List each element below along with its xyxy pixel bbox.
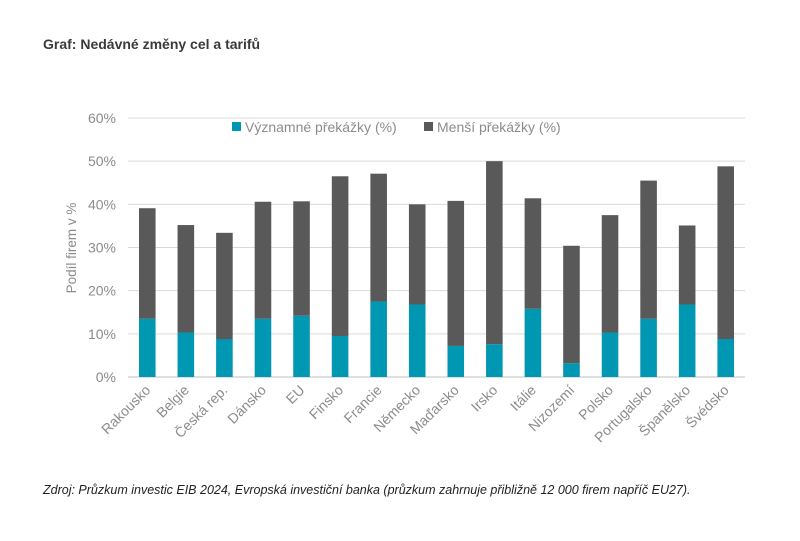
bar-minor bbox=[370, 173, 387, 302]
bar-minor bbox=[447, 200, 465, 346]
bar-significant bbox=[331, 335, 349, 377]
bar-significant bbox=[717, 339, 735, 377]
legend-swatch-minor bbox=[424, 122, 433, 131]
bar-significant bbox=[216, 339, 233, 377]
bar-significant bbox=[640, 318, 657, 377]
bar-minor bbox=[486, 161, 503, 345]
bar-minor bbox=[717, 166, 735, 340]
bar-minor bbox=[524, 198, 542, 309]
bar-minor bbox=[640, 180, 657, 319]
bar-minor bbox=[678, 225, 696, 305]
bars bbox=[138, 161, 735, 377]
bar-significant bbox=[370, 301, 387, 377]
y-tick-label: 10% bbox=[88, 326, 116, 342]
bar-significant bbox=[177, 332, 195, 377]
x-tick-label: Irsko bbox=[468, 382, 501, 415]
legend-label-minor: Menší překážky (%) bbox=[437, 119, 561, 135]
bar-minor bbox=[563, 245, 580, 364]
legend: Významné překážky (%) Menší překážky (%) bbox=[232, 119, 561, 135]
x-tick-label: Itálie bbox=[507, 382, 539, 414]
bar-minor bbox=[331, 176, 349, 336]
bar-minor bbox=[601, 215, 619, 333]
bar-significant bbox=[254, 318, 272, 377]
bar-minor bbox=[177, 225, 195, 333]
bar-significant bbox=[601, 332, 619, 377]
bar-significant bbox=[524, 308, 542, 377]
y-tick-label: 20% bbox=[88, 283, 116, 299]
bar-minor bbox=[408, 204, 426, 305]
bar-significant bbox=[408, 304, 426, 377]
bar-minor bbox=[138, 208, 156, 319]
x-tick-label: Dánsko bbox=[224, 382, 269, 427]
x-tick-label: Rakousko bbox=[98, 382, 153, 437]
source-note: Zdroj: Průzkum investic EIB 2024, Evrops… bbox=[43, 483, 691, 497]
bar-minor bbox=[216, 232, 233, 340]
chart-title: Graf: Nedávné změny cel a tarifů bbox=[43, 36, 261, 52]
y-tick-label: 60% bbox=[88, 110, 116, 126]
x-tick-label: Finsko bbox=[306, 382, 347, 423]
x-tick-label: EU bbox=[283, 382, 308, 407]
bar-significant bbox=[563, 363, 580, 377]
y-tick-label: 0% bbox=[96, 369, 116, 385]
y-tick-label: 30% bbox=[88, 240, 116, 256]
bar-significant bbox=[447, 345, 465, 377]
x-tick-label: Švédsko bbox=[683, 382, 732, 431]
bar-significant bbox=[678, 304, 696, 377]
y-tick-label: 40% bbox=[88, 196, 116, 212]
bar-minor bbox=[254, 201, 272, 319]
bar-significant bbox=[293, 315, 310, 377]
bar-significant bbox=[486, 344, 503, 377]
legend-swatch-significant bbox=[232, 122, 241, 131]
bar-significant bbox=[138, 318, 156, 377]
bar-minor bbox=[293, 201, 310, 316]
legend-label-significant: Významné překážky (%) bbox=[245, 119, 397, 135]
y-axis-ticks: 0% 10% 20% 30% 40% 50% 60% bbox=[88, 110, 116, 385]
y-axis-label: Podíl firem v % bbox=[64, 203, 79, 294]
y-tick-label: 50% bbox=[88, 153, 116, 169]
